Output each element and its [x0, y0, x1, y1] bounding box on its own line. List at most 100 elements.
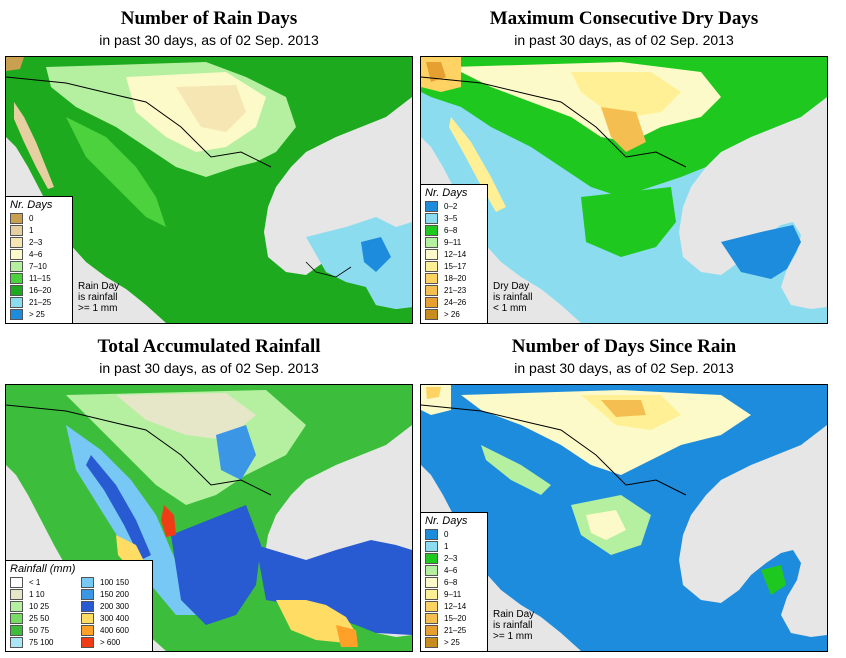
legend-label: 12–14	[444, 249, 467, 259]
legend-swatch	[425, 612, 438, 624]
legend-label: 15–17	[444, 261, 467, 271]
legend-swatch	[425, 212, 438, 224]
legend-swatch	[425, 600, 438, 612]
legend-label: 7–10	[29, 261, 47, 271]
legend-item: 0	[6, 212, 72, 224]
legend-item: 12–14	[421, 248, 487, 260]
legend-swatch	[10, 588, 23, 600]
legend-item: > 600	[81, 636, 148, 648]
legend-item: 400 600	[81, 624, 148, 636]
legend-item: 6–8	[421, 576, 487, 588]
legend-label: 9–11	[444, 589, 462, 599]
legend-swatch	[10, 308, 23, 320]
legend-label: 6–8	[444, 577, 458, 587]
legend-item: 150 200	[81, 588, 148, 600]
legend-swatch	[10, 236, 23, 248]
legend-item: 1	[421, 540, 487, 552]
legend-title: Nr. Days	[425, 187, 468, 199]
panel-subtitle: in past 30 days, as of 02 Sep. 2013	[514, 32, 734, 48]
legend-item: 2–3	[421, 552, 487, 564]
legend-label: 18–20	[444, 273, 467, 283]
legend-item: 15–17	[421, 260, 487, 272]
legend-swatch	[425, 552, 438, 564]
note-line: >= 1 mm	[493, 631, 533, 642]
legend-swatch	[10, 624, 23, 636]
panel-rain-days: Number of Rain Days in past 30 days, as …	[4, 8, 414, 326]
map-canvas	[421, 385, 827, 651]
legend-item: 11–15	[6, 272, 72, 284]
legend-label: 11–15	[29, 273, 51, 283]
legend-title: Nr. Days	[10, 199, 53, 211]
note-line: Dry Day	[493, 281, 530, 292]
legend-swatch	[10, 296, 23, 308]
legend-swatch	[81, 600, 94, 612]
legend-item: 12–14	[421, 600, 487, 612]
legend-swatch	[425, 636, 438, 648]
legend-item: 0–2	[421, 200, 487, 212]
legend-swatch	[81, 612, 94, 624]
legend-swatch	[425, 200, 438, 212]
legend-label: 15–20	[444, 613, 467, 623]
legend: Nr. Days 0 1 2–3 4–6 6–8 9–11 12–14 15–2…	[421, 512, 488, 651]
legend-swatch	[425, 272, 438, 284]
note-line: >= 1 mm	[78, 303, 118, 314]
legend-label: 16–20	[29, 285, 52, 295]
note-line: is rainfall	[78, 292, 118, 303]
legend-label: 21–23	[444, 285, 467, 295]
legend: Rainfall (mm) < 1 100 150 1 10 150 200 1…	[6, 560, 153, 651]
legend-item: 10 25	[10, 600, 77, 612]
legend-item: 21–25	[421, 624, 487, 636]
legend-swatch	[10, 612, 23, 624]
legend-label: 21–25	[29, 297, 52, 307]
legend-swatch	[425, 624, 438, 636]
panel-title: Maximum Consecutive Dry Days	[489, 8, 759, 29]
legend-item: 18–20	[421, 272, 487, 284]
legend-swatch	[81, 588, 94, 600]
legend-label: 0	[29, 213, 34, 223]
legend: Nr. Days 0–2 3–5 6–8 9–11 12–14 15–17 18…	[421, 184, 488, 323]
legend-label: 4–6	[29, 249, 43, 259]
legend-label: 100 150	[100, 577, 129, 587]
legend-grid: < 1 100 150 1 10 150 200 10 25 200 300 2…	[6, 576, 152, 651]
legend-swatch	[425, 564, 438, 576]
legend-item: 6–8	[421, 224, 487, 236]
legend-item: 4–6	[6, 248, 72, 260]
legend-item: 9–11	[421, 588, 487, 600]
legend-item: 16–20	[6, 284, 72, 296]
legend-label: 0–2	[444, 201, 458, 211]
panel-title: Total Accumulated Rainfall	[97, 336, 321, 357]
legend-label: 24–26	[444, 297, 467, 307]
legend-swatch	[425, 588, 438, 600]
legend-item: 25 50	[10, 612, 77, 624]
legend-swatch	[10, 636, 23, 648]
legend-swatch	[81, 636, 94, 648]
legend-item: 15–20	[421, 612, 487, 624]
legend-swatch	[81, 624, 94, 636]
legend-item: > 25	[421, 636, 487, 648]
legend-item: 75 100	[10, 636, 77, 648]
legend-item: > 25	[6, 308, 72, 320]
legend-item: 7–10	[6, 260, 72, 272]
legend-item: 300 400	[81, 612, 148, 624]
legend-label: 1 10	[29, 589, 45, 599]
note-line: < 1 mm	[493, 303, 527, 314]
legend-label: 150 200	[100, 589, 129, 599]
legend-item: 24–26	[421, 296, 487, 308]
map-canvas	[421, 57, 827, 323]
legend: Nr. Days 0 1 2–3 4–6 7–10 11–15 16–20 21…	[6, 196, 73, 323]
legend-label: 1	[444, 541, 449, 551]
legend-swatch	[425, 576, 438, 588]
legend-swatch	[10, 600, 23, 612]
panel-title: Number of Days Since Rain	[511, 336, 737, 357]
panel-subtitle: in past 30 days, as of 02 Sep. 2013	[99, 360, 319, 376]
legend-label: 300 400	[100, 613, 129, 623]
legend-swatch	[10, 212, 23, 224]
legend-item: 100 150	[81, 576, 148, 588]
legend-swatch	[10, 576, 23, 588]
map-note: Rain Day is rainfall >= 1 mm	[493, 609, 534, 642]
legend-swatch	[425, 236, 438, 248]
panel-title: Number of Rain Days	[120, 8, 298, 29]
legend-swatch	[425, 308, 438, 320]
legend-title: Nr. Days	[425, 515, 468, 527]
legend-swatch	[425, 248, 438, 260]
